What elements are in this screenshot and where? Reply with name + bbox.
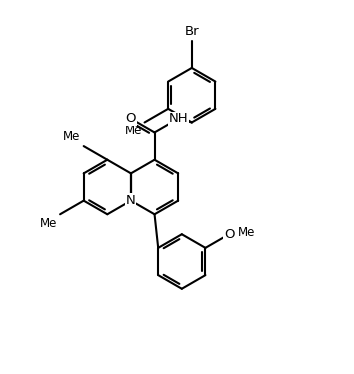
Text: N: N [126,194,136,207]
Text: Me: Me [125,124,142,137]
Text: O: O [126,112,136,125]
Text: Br: Br [184,25,199,38]
Text: Me: Me [63,130,81,143]
Text: NH: NH [169,112,188,125]
Text: O: O [224,228,234,241]
Text: Me: Me [40,217,57,230]
Text: Me: Me [238,226,256,239]
